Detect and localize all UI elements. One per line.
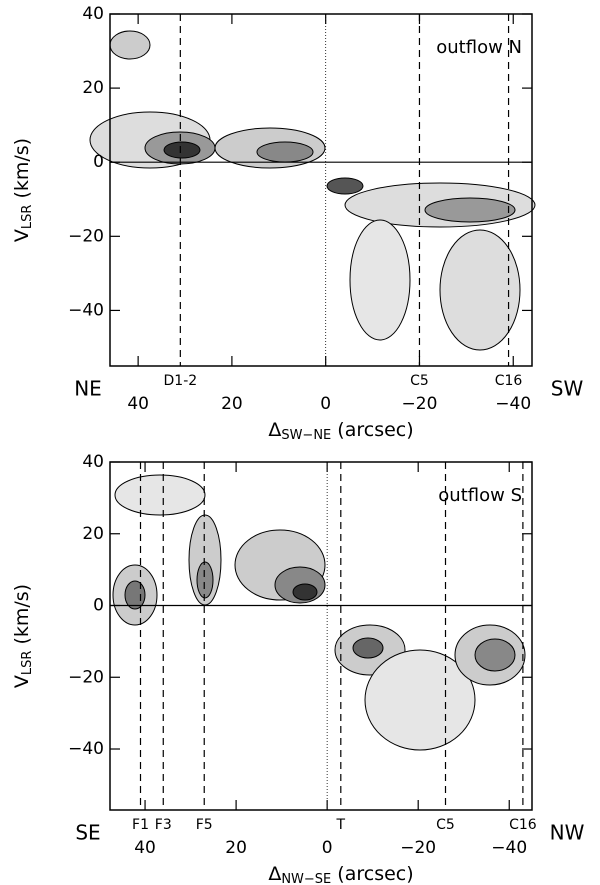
x-tick-label: −40 xyxy=(491,838,527,858)
y-tick-label: −40 xyxy=(68,739,104,759)
left-direction-label: SE xyxy=(75,821,100,845)
x-axis-label-rest: (arcsec) xyxy=(331,419,413,441)
left-direction-label: NE xyxy=(74,377,102,401)
x-tick-label: 0 xyxy=(320,394,331,414)
x-axis-label-rest: (arcsec) xyxy=(331,863,413,885)
marker-label: F1 xyxy=(132,817,149,833)
x-tick-label: −40 xyxy=(495,394,531,414)
x-axis-label-sub: SW−NE xyxy=(281,428,331,443)
y-tick-label: −40 xyxy=(68,300,104,320)
marker-label: F3 xyxy=(155,817,172,833)
x-tick-label: 40 xyxy=(127,394,149,414)
annotation: outflow S xyxy=(438,485,522,506)
marker-label: T xyxy=(336,817,346,833)
x-axis-label-main: Δ xyxy=(268,863,281,885)
x-axis-label-sub: NW−SE xyxy=(281,872,331,885)
y-tick-label: −20 xyxy=(68,667,104,687)
y-axis-label-sub: LSR xyxy=(20,651,35,676)
plot-frame xyxy=(109,13,533,367)
y-axis-label-main: V xyxy=(11,229,33,242)
x-tick-label: −20 xyxy=(402,394,438,414)
y-tick-label: 0 xyxy=(93,152,104,172)
y-axis-label-sub: LSR xyxy=(20,205,35,230)
y-tick-label: 20 xyxy=(82,78,104,98)
y-axis-label: VLSR (km/s) xyxy=(11,584,35,688)
marker-label: C16 xyxy=(495,373,523,389)
y-tick-label: 0 xyxy=(93,596,104,616)
x-tick-label: 40 xyxy=(134,838,156,858)
marker-label: D1-2 xyxy=(164,373,198,389)
y-tick-label: 40 xyxy=(82,452,104,472)
y-axis-label-rest: (km/s) xyxy=(11,138,33,205)
marker-label: C16 xyxy=(509,817,537,833)
y-tick-label: −20 xyxy=(68,226,104,246)
x-tick-label: 20 xyxy=(221,394,243,414)
y-axis-label: VLSR (km/s) xyxy=(11,138,35,242)
right-direction-label: SW xyxy=(551,377,584,401)
x-axis-label: ΔSW−NE (arcsec) xyxy=(268,419,413,443)
contour-decoration xyxy=(89,30,536,751)
x-tick-label: 20 xyxy=(225,838,247,858)
x-tick-label: −20 xyxy=(400,838,436,858)
marker-label: C5 xyxy=(410,373,429,389)
plot-frame xyxy=(109,461,533,811)
x-tick-label: 0 xyxy=(322,838,333,858)
y-axis-label-rest: (km/s) xyxy=(11,584,33,651)
x-axis-label: ΔNW−SE (arcsec) xyxy=(268,863,413,885)
marker-label: F5 xyxy=(196,817,213,833)
x-axis-label-main: Δ xyxy=(268,419,281,441)
y-tick-label: 40 xyxy=(82,4,104,24)
right-direction-label: NW xyxy=(550,821,585,845)
y-axis-label-main: V xyxy=(11,675,33,688)
annotation: outflow N xyxy=(436,37,522,58)
y-tick-label: 20 xyxy=(82,524,104,544)
marker-label: C5 xyxy=(436,817,455,833)
